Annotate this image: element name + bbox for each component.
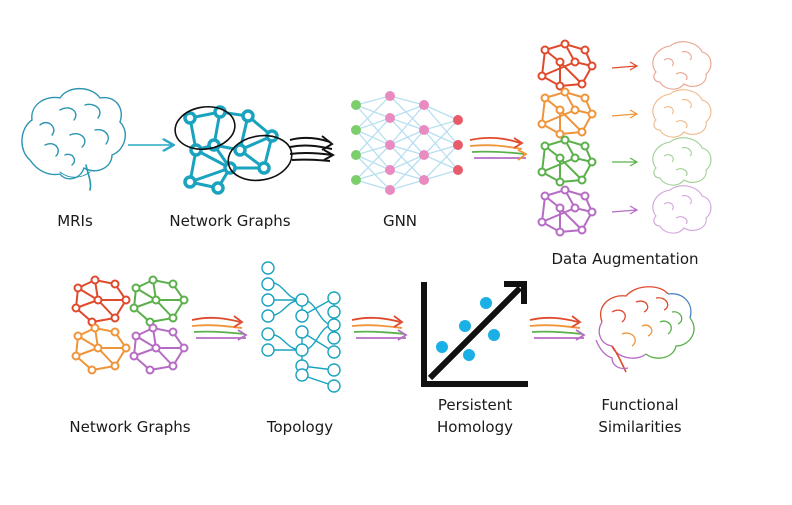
neural-network-icon [351,91,463,195]
arrows-gnn-to-augmentation [469,136,528,161]
arrows-graphs-to-topology [191,315,248,341]
arrows-homology-to-similarities [529,315,586,341]
augmented-graphs-icon [537,39,639,237]
colored-brain-icon [595,286,695,373]
label-homology: Homology [437,418,513,436]
label-similarities: Similarities [598,418,682,436]
label-data-augmentation: Data Augmentation [551,250,699,268]
network-graph-icon [174,105,293,195]
colored-graphs-icon [71,275,189,375]
label-topology: Topology [266,418,334,436]
arrows-topology-to-homology [351,315,408,341]
brain-outline-icon [21,87,126,191]
label-network-graphs-bottom: Network Graphs [69,418,191,436]
augmented-brains-icon [652,41,712,234]
label-persistent: Persistent [437,396,513,414]
arrows-graph-to-gnn [289,135,336,162]
label-gnn: GNN [382,212,418,230]
scatter-plot-icon [421,281,528,387]
label-mri: MRIs [57,212,93,230]
label-functional: Functional [601,396,679,414]
tree-topology-icon [261,261,341,393]
label-network-graphs-top: Network Graphs [169,212,291,230]
